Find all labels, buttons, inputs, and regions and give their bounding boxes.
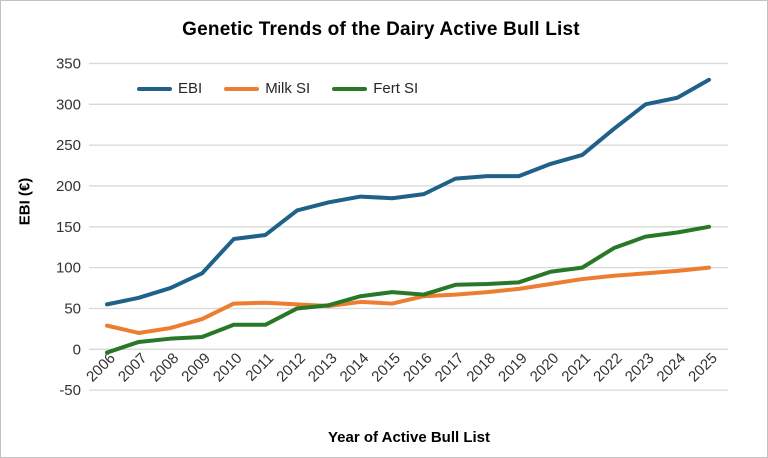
x-tick-label: 2013: [305, 350, 341, 386]
y-tick-label: 100: [56, 260, 81, 277]
x-tick-label: 2020: [527, 350, 563, 386]
y-tick-label: 200: [56, 178, 81, 195]
x-tick-label: 2009: [178, 350, 214, 386]
x-tick-label: 2023: [622, 350, 658, 386]
x-tick-label: 2015: [368, 350, 404, 386]
legend-swatch-milk-si: [224, 86, 260, 91]
x-tick-label: 2007: [115, 350, 151, 386]
legend-item-milk-si: Milk SI: [224, 80, 310, 97]
legend-item-ebi: EBI: [137, 80, 202, 97]
x-axis-title: Year of Active Bull List: [328, 429, 490, 446]
x-tick-label: 2017: [432, 350, 468, 386]
x-tick-label: 2018: [463, 350, 499, 386]
legend-swatch-fert-si: [332, 86, 368, 91]
y-tick-label: 250: [56, 137, 81, 154]
x-tick-label: 2019: [495, 350, 531, 386]
x-tick-label: 2008: [147, 350, 183, 386]
x-tick-label: 2016: [400, 350, 436, 386]
x-tick-label: 2024: [654, 350, 690, 386]
legend-label: Fert SI: [373, 80, 419, 97]
y-tick-label: -50: [59, 382, 81, 399]
ebi-line: [105, 77, 711, 307]
x-tick-label: 2022: [590, 350, 626, 386]
x-tick-label: 2021: [558, 350, 594, 386]
x-tick-label: 2014: [337, 350, 373, 386]
y-tick-label: 50: [64, 300, 81, 317]
y-tick-label: 0: [73, 341, 81, 358]
legend-label: Milk SI: [265, 80, 311, 97]
y-tick-label: 150: [56, 219, 81, 236]
fert-si-line: [105, 224, 711, 355]
legend-label: EBI: [178, 80, 203, 97]
x-tick-label: 2025: [685, 350, 721, 386]
x-tick-label: 2006: [83, 350, 119, 386]
x-tick-label: 2011: [242, 350, 277, 385]
y-axis-title: EBI (€): [16, 177, 34, 226]
legend-swatch-ebi: [137, 86, 172, 91]
y-tick-label: 350: [56, 55, 81, 72]
chart-title: Genetic Trends of the Dairy Active Bull …: [182, 19, 580, 40]
x-tick-label: 2010: [210, 350, 246, 386]
legend: EBI Milk SI Fert SI: [137, 80, 418, 97]
legend-item-fert-si: Fert SI: [332, 80, 418, 97]
x-tick-label: 2012: [273, 350, 309, 386]
y-tick-label: 300: [56, 96, 81, 113]
milk-si-line: [105, 265, 711, 335]
